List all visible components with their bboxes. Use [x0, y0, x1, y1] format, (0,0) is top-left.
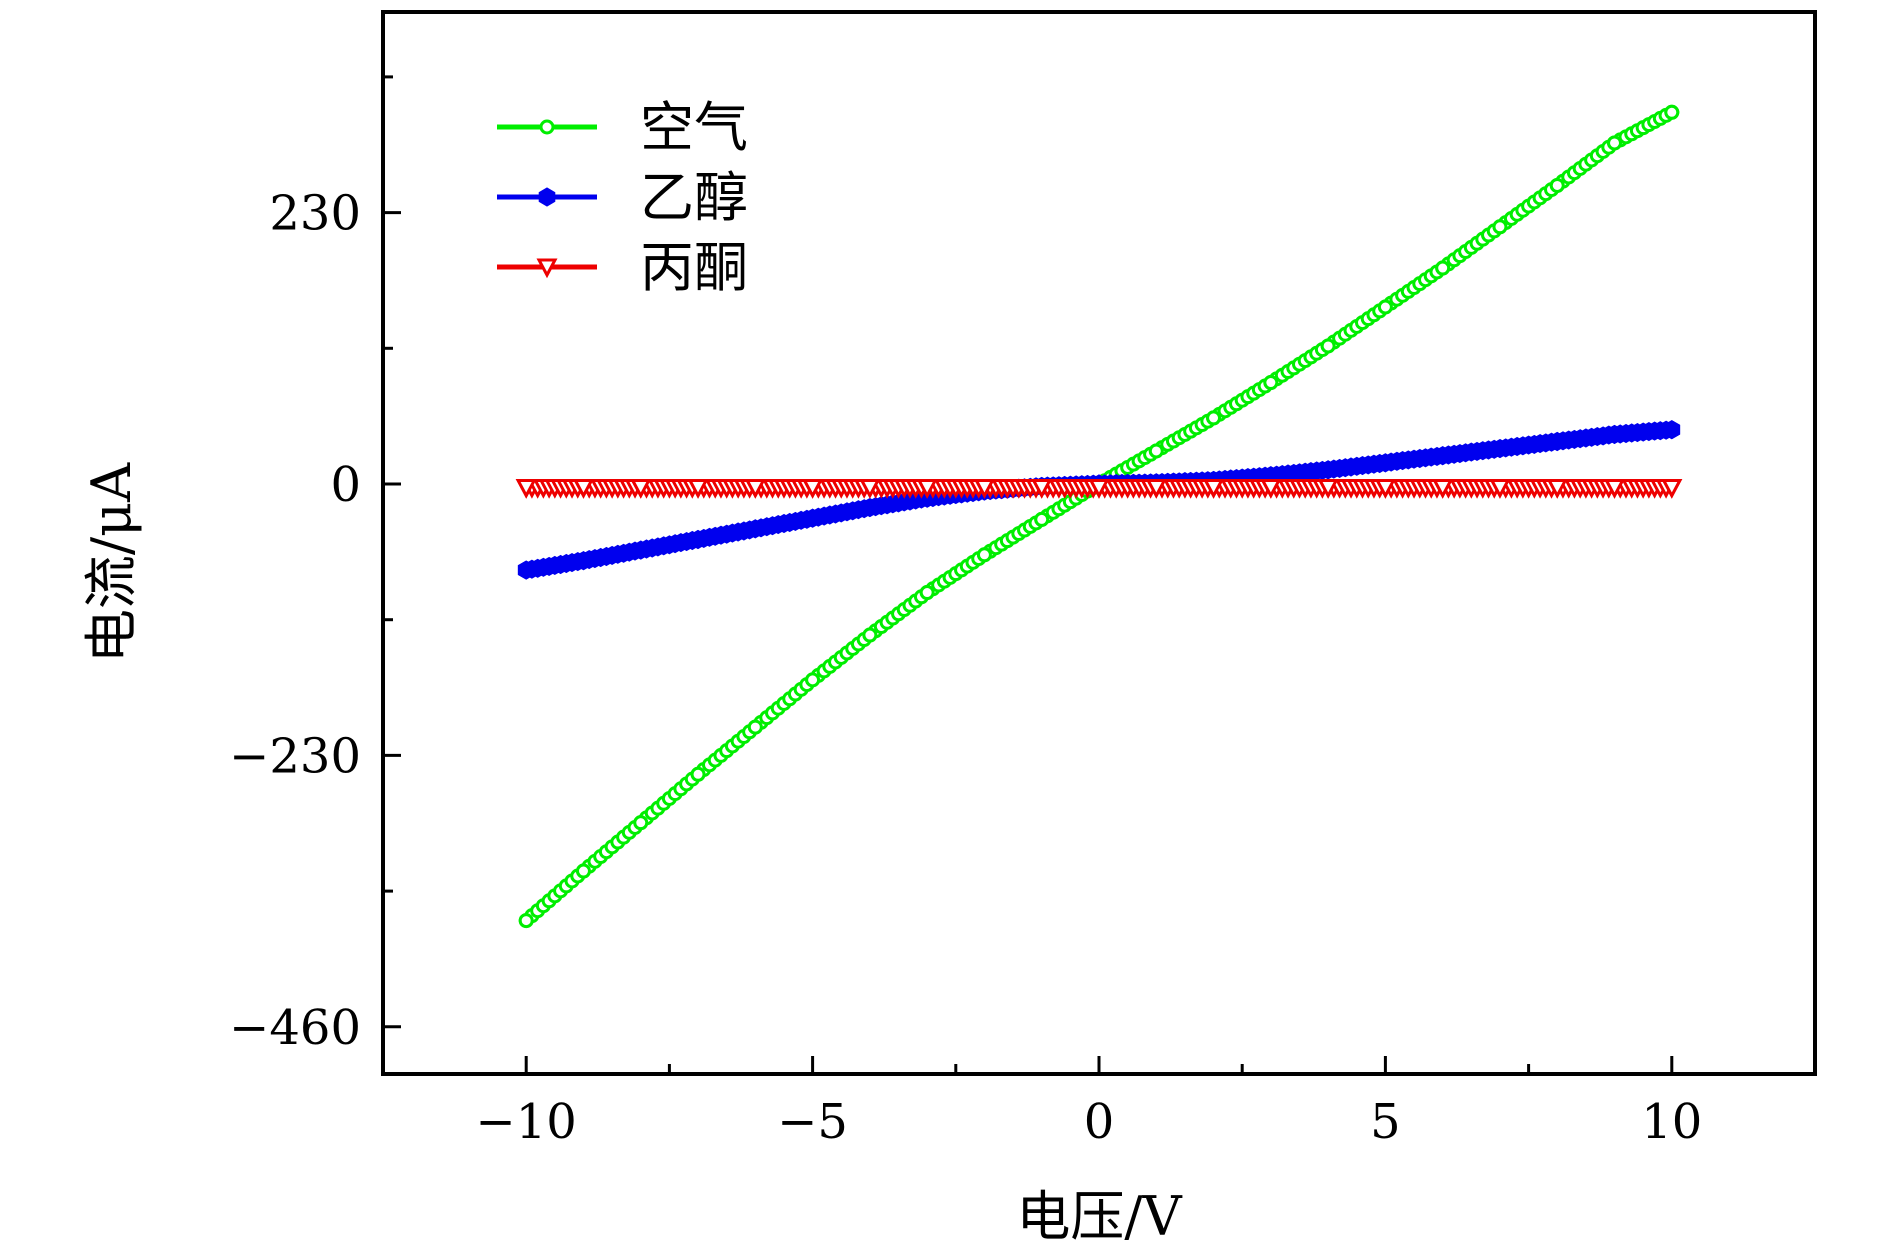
legend-item: 空气 [497, 96, 748, 159]
data-point [515, 479, 537, 499]
data-point [1031, 479, 1053, 499]
data-point [1377, 299, 1393, 315]
data-point [861, 498, 879, 518]
series-乙醇 [517, 420, 1681, 580]
y-tick-label: 230 [269, 186, 361, 242]
ticks-layer [383, 75, 1674, 1074]
data-point [518, 913, 534, 929]
data-point [1263, 375, 1279, 391]
y-tick-label: −230 [229, 728, 361, 784]
data-point [802, 479, 824, 499]
data-point [747, 719, 763, 735]
data-point [1663, 420, 1681, 440]
x-tick-label: 10 [1641, 1094, 1702, 1150]
y-tick-label: −460 [229, 1000, 361, 1056]
data-point [689, 529, 707, 550]
data-point [1034, 511, 1050, 527]
y-axis-label: 电流/μA [80, 462, 143, 663]
legend-label: 丙酮 [640, 236, 748, 299]
data-point [1549, 177, 1565, 193]
data-point [1319, 460, 1337, 480]
x-tick-label: −5 [777, 1094, 848, 1150]
data-point [633, 815, 649, 831]
legend-swatch-marker [538, 187, 556, 207]
data-point [1317, 479, 1339, 499]
data-point [517, 560, 535, 580]
data-point [1435, 260, 1451, 276]
data-point [575, 863, 591, 879]
data-point [687, 479, 709, 499]
data-point [1607, 135, 1623, 151]
data-point [1434, 446, 1451, 466]
data-point [805, 672, 821, 688]
data-point [630, 479, 652, 499]
x-axis-label: 电压/V [1016, 1185, 1182, 1248]
data-point [690, 766, 706, 782]
legend-swatch-marker [539, 119, 555, 135]
data-point [575, 551, 592, 571]
data-point [1203, 479, 1225, 499]
data-point [744, 479, 766, 499]
data-point [1548, 431, 1566, 452]
legend-label: 乙醇 [640, 166, 748, 229]
series-空气 [518, 104, 1680, 929]
data-point [1604, 479, 1626, 499]
data-point [1374, 479, 1396, 499]
series-丙酮 [515, 479, 1683, 499]
legend-item: 乙醇 [497, 166, 748, 229]
data-point [632, 540, 650, 560]
data-point [747, 519, 764, 539]
data-point [1377, 453, 1394, 473]
legend-swatch-marker [536, 258, 558, 279]
data-point [1661, 479, 1683, 499]
data-point [1489, 479, 1511, 499]
data-point [916, 479, 938, 499]
data-point [1492, 219, 1508, 235]
data-point [1260, 479, 1282, 499]
data-point [572, 479, 594, 499]
data-point [1432, 479, 1454, 499]
data-point [1145, 479, 1167, 499]
data-point [973, 479, 995, 499]
x-tick-label: 0 [1084, 1094, 1115, 1150]
data-point [976, 547, 992, 563]
y-tick-label: 0 [330, 457, 361, 513]
x-tick-label: 5 [1370, 1094, 1401, 1150]
data-point [1546, 479, 1568, 499]
legend-label: 空气 [640, 96, 748, 159]
data-point [1088, 479, 1110, 499]
data-point [1206, 410, 1222, 426]
data-point [1148, 443, 1164, 459]
data-point [804, 508, 821, 528]
data-point [919, 585, 935, 601]
data-point [1491, 439, 1509, 459]
data-point [859, 479, 881, 499]
tick-labels-layer: −10 −5 0 5 10 −460 −230 0 230 [229, 186, 1702, 1150]
data-point [1320, 338, 1336, 354]
legend-item: 丙酮 [497, 236, 748, 299]
data-point [862, 627, 878, 643]
series-layer [515, 104, 1683, 929]
x-tick-label: −10 [476, 1094, 577, 1150]
data-point [1606, 424, 1623, 444]
data-point [1664, 104, 1680, 120]
